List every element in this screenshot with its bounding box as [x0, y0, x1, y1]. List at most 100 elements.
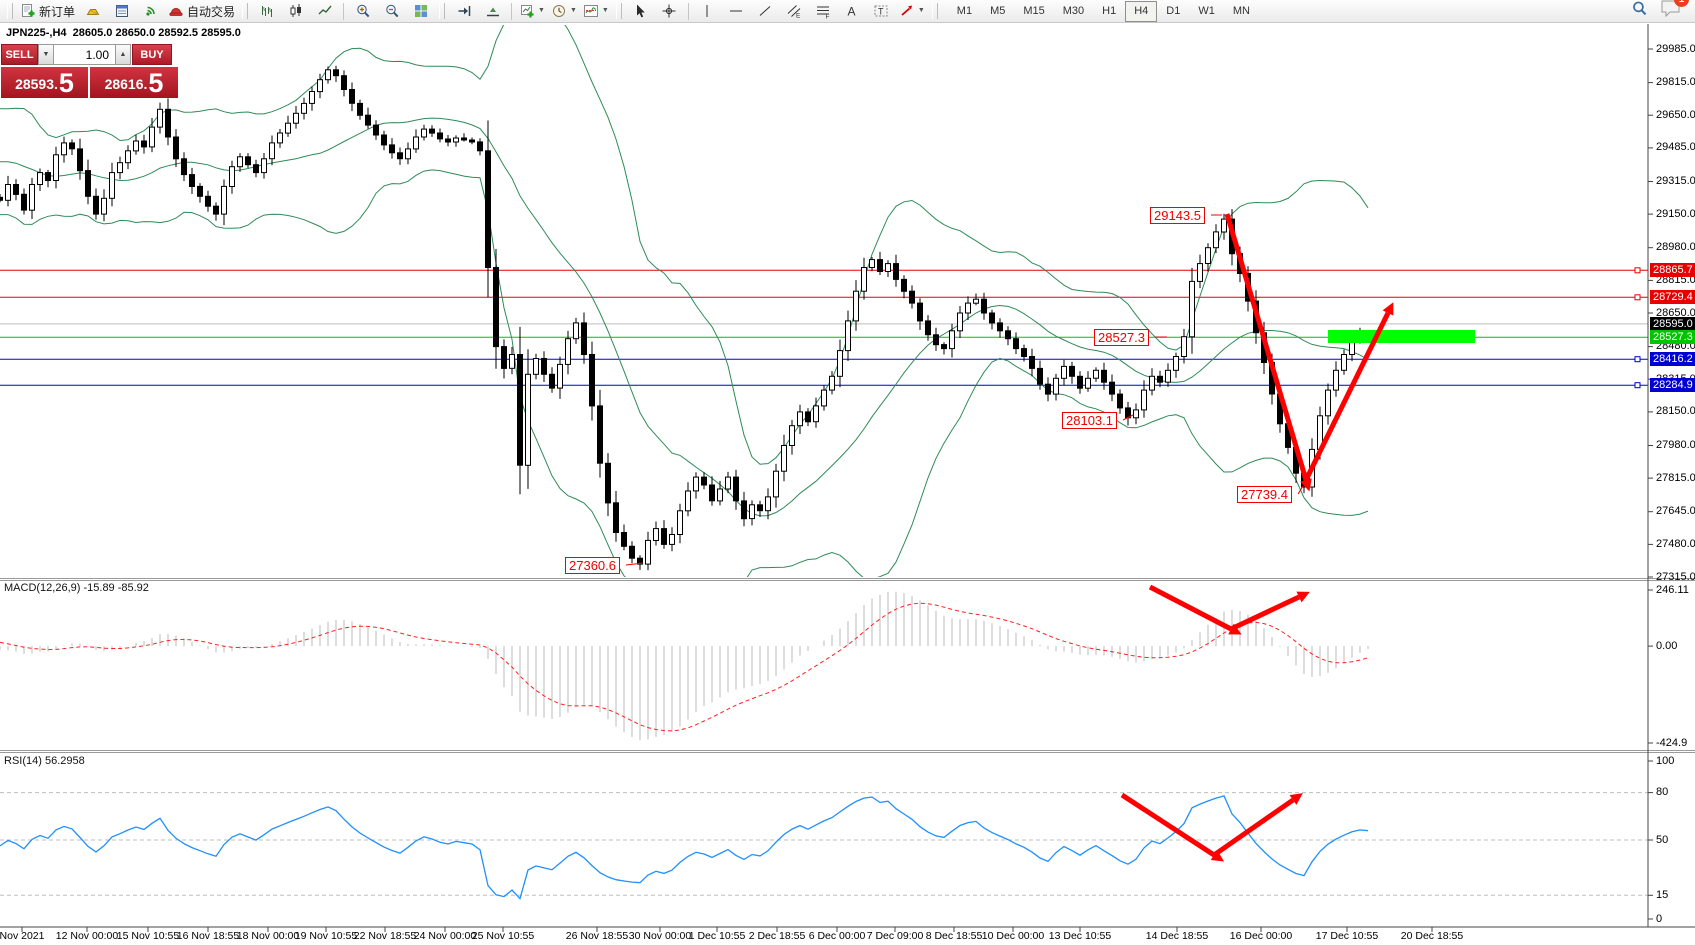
vertical-line-icon: [699, 3, 715, 19]
toolbar-grip[interactable]: [7, 3, 13, 19]
date-label: 2 Dec 18:55: [748, 930, 806, 942]
ask-price[interactable]: 28616. 5: [90, 67, 178, 98]
signals-button[interactable]: [136, 0, 165, 22]
svg-text:T: T: [878, 7, 884, 17]
date-label: 18 Nov 00:00: [236, 930, 300, 942]
rsi-label: RSI(14) 56.2958: [4, 755, 85, 767]
trendline-tool-button[interactable]: [751, 0, 780, 22]
new-order-button[interactable]: 新订单: [17, 0, 78, 22]
bid-price-big-digit: 5: [58, 68, 74, 98]
indicators-icon: [583, 3, 599, 19]
timeframe-h1[interactable]: H1: [1102, 4, 1117, 17]
date-label: 14 Dec 18:55: [1145, 930, 1209, 942]
dropdown-caret-icon: ▼: [538, 7, 545, 14]
horizontal-line-tool-button[interactable]: [722, 0, 751, 22]
date-label: 22 Nov 18:55: [353, 930, 417, 942]
date-label: 13 Dec 10:55: [1048, 930, 1112, 942]
crosshair-tool-button[interactable]: [655, 0, 684, 22]
volume-input[interactable]: 1.00: [54, 44, 115, 65]
macd-signal-line: [0, 602, 1369, 732]
svg-text:F: F: [826, 14, 830, 20]
bid-price[interactable]: 28593. 5: [1, 67, 88, 98]
toolbar-grip[interactable]: [615, 3, 622, 19]
price-axis-label: 27980.0: [1656, 438, 1695, 451]
channel-tool-button[interactable]: E: [780, 0, 809, 22]
toolbar-grip[interactable]: [931, 3, 938, 19]
signal-icon: [143, 3, 159, 19]
price-callout[interactable]: 28527.3: [1094, 329, 1149, 346]
timeframe-m5[interactable]: M5: [990, 4, 1006, 17]
buy-button[interactable]: BUY: [132, 44, 172, 65]
new-chart-button[interactable]: ▼: [516, 0, 548, 22]
macd-label: MACD(12,26,9) -15.89 -85.92: [4, 582, 149, 594]
toolbar-grip[interactable]: [439, 3, 446, 19]
periods-button[interactable]: ▼: [548, 0, 580, 22]
bar-chart-button[interactable]: [252, 0, 281, 22]
macd-axis-label: 246.11: [1656, 583, 1689, 596]
crosshair-icon: [661, 3, 677, 19]
cursor-tool-button[interactable]: [626, 0, 655, 22]
zoom-in-button[interactable]: [348, 0, 377, 22]
price-callout[interactable]: 29143.5: [1150, 207, 1205, 224]
timeframe-w1[interactable]: W1: [1198, 4, 1215, 17]
horizontal-price-lines[interactable]: [0, 267, 1648, 389]
market-watch-button[interactable]: [107, 0, 136, 22]
arrows-tool-button[interactable]: ▼: [896, 0, 928, 22]
candlestick-chart-icon: [288, 3, 304, 19]
chart-title: JPN225-,H4 28605.0 28650.0 28592.5 28595…: [6, 27, 241, 39]
channel-icon: E: [786, 3, 802, 19]
price-callout[interactable]: 27360.6: [565, 557, 620, 574]
timeframe-h4[interactable]: H4: [1125, 0, 1158, 22]
highlight-rect[interactable]: [1328, 330, 1475, 343]
date-label: 19 Nov 10:55: [294, 930, 358, 942]
timeframe-d1[interactable]: D1: [1166, 4, 1181, 17]
line-chart-button[interactable]: [310, 0, 339, 22]
fibonacci-tool-button[interactable]: F: [809, 0, 838, 22]
candlestick-chart-button[interactable]: [281, 0, 310, 22]
timeframe-m1[interactable]: M1: [956, 4, 973, 17]
chart-canvas[interactable]: [0, 23, 1695, 945]
text-tool-button[interactable]: A: [838, 0, 867, 22]
timeframe-mn[interactable]: MN: [1232, 4, 1250, 17]
indicators-button[interactable]: ▼: [580, 0, 612, 22]
tile-windows-button[interactable]: [406, 0, 435, 22]
trend-arrows[interactable]: [1120, 213, 1394, 862]
chat-button[interactable]: 1: [1660, 0, 1689, 23]
autotrade-button[interactable]: 自动交易: [165, 0, 238, 22]
one-click-trading-panel: SELL ▼ 1.00 ▲ BUY 28593. 5 28616. 5: [1, 44, 178, 98]
volume-up-button[interactable]: ▲: [115, 44, 131, 65]
bollinger-bands: [0, 25, 1369, 577]
toolbar-grip[interactable]: [242, 3, 249, 19]
auto-scroll-icon: [485, 3, 501, 19]
price-callout[interactable]: 27739.4: [1237, 486, 1292, 503]
price-axis-label: 29485.0: [1656, 141, 1695, 154]
date-label: 6 Dec 00:00: [808, 930, 866, 942]
rsi-axis-label: 15: [1656, 888, 1669, 901]
date-label: 30 Nov 00:00: [628, 930, 692, 942]
price-tag-28284.9: 28284.9: [1650, 378, 1695, 393]
toolbar-separator: [343, 2, 345, 20]
search-icon[interactable]: [1631, 0, 1648, 22]
macd-histogram: [0, 591, 1369, 741]
timeframe-m30[interactable]: M30: [1062, 4, 1085, 17]
timeframe-toolbar: M1 M5 M15 M30 H1 H4 D1 W1 MN: [948, 0, 1259, 22]
zoom-out-button[interactable]: [377, 0, 406, 22]
gold-button[interactable]: [78, 0, 107, 22]
label-tool-button[interactable]: T: [867, 0, 896, 22]
chart-shift-button[interactable]: [449, 0, 478, 22]
toolbar-separator: [511, 2, 513, 20]
date-label: 7 Dec 09:00: [866, 930, 924, 942]
rsi-line: [0, 795, 1369, 900]
svg-text:A: A: [848, 5, 856, 19]
timeframe-m15[interactable]: M15: [1023, 4, 1045, 17]
dropdown-caret-icon: ▼: [917, 7, 925, 14]
sell-button[interactable]: SELL: [1, 44, 38, 65]
volume-down-button[interactable]: ▼: [38, 44, 54, 65]
date-label: 26 Nov 18:55: [565, 930, 629, 942]
main-toolbar: 新订单 自动交易: [0, 0, 1695, 23]
auto-scroll-button[interactable]: [478, 0, 507, 22]
vertical-line-tool-button[interactable]: [693, 0, 722, 22]
price-axis-label: 28980.0: [1656, 241, 1695, 254]
price-callout[interactable]: 28103.1: [1062, 412, 1117, 429]
autotrade-label: 自动交易: [187, 4, 236, 19]
